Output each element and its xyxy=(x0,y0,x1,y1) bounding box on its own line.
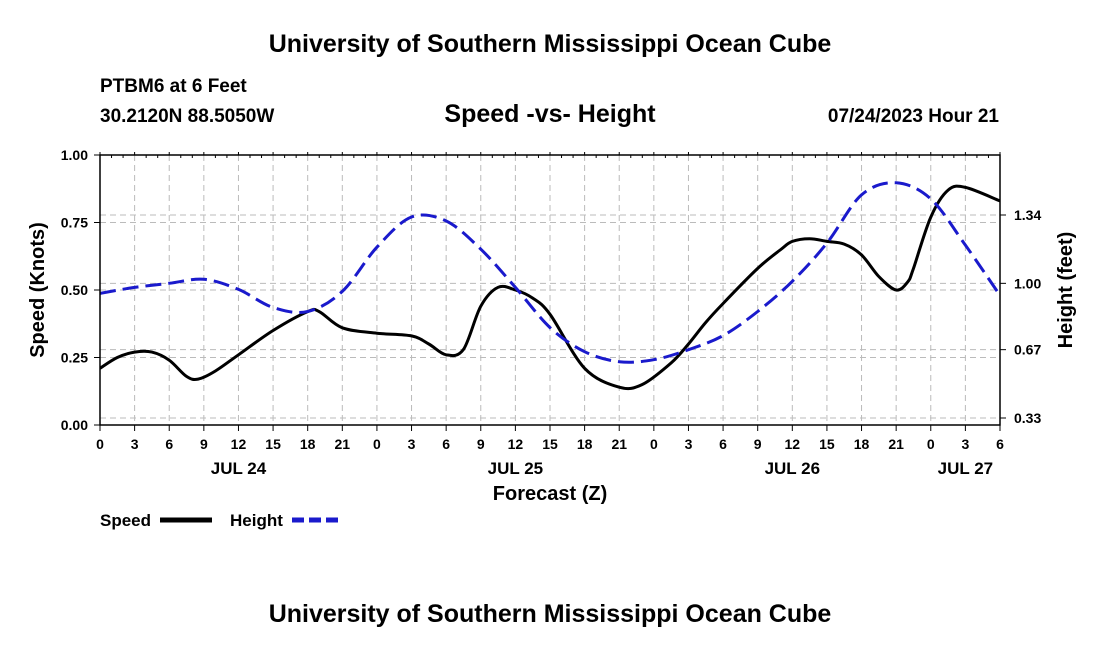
y2-tick-label: 1.00 xyxy=(1014,275,1041,291)
legend-speed-label: Speed xyxy=(100,511,151,530)
x-tick-label: 9 xyxy=(200,436,208,452)
y2-axis-label: Height (feet) xyxy=(1055,232,1077,349)
x-tick-label: 12 xyxy=(508,436,524,452)
x-tick-label: 15 xyxy=(265,436,281,452)
x-tick-label: 6 xyxy=(996,436,1004,452)
y-tick-label: 0.25 xyxy=(61,350,88,366)
x-tick-label: 18 xyxy=(300,436,316,452)
x-tick-label: 21 xyxy=(335,436,351,452)
x-tick-label: 3 xyxy=(961,436,969,452)
y-tick-label: 0.50 xyxy=(61,282,88,298)
x-tick-label: 0 xyxy=(650,436,658,452)
y-tick-label: 0.00 xyxy=(61,417,88,433)
y-tick-label: 0.75 xyxy=(61,215,88,231)
x-tick-label: 0 xyxy=(373,436,381,452)
grid xyxy=(100,155,1000,425)
series-layer xyxy=(100,181,1000,391)
chart-title-bottom: University of Southern Mississippi Ocean… xyxy=(268,600,832,628)
x-date-label: JUL 25 xyxy=(488,459,543,478)
legend-height-label: Height xyxy=(230,511,283,530)
y2-tick-label: 0.67 xyxy=(1014,342,1041,358)
x-tick-label: 15 xyxy=(542,436,558,452)
x-axis-label: Forecast (Z) xyxy=(493,483,607,505)
legend: Speed Height xyxy=(100,511,342,530)
forecast-date: 07/24/2023 Hour 21 xyxy=(827,106,999,127)
x-tick-label: 3 xyxy=(685,436,693,452)
x-tick-label: 18 xyxy=(577,436,593,452)
y-axis-label: Speed (Knots) xyxy=(27,222,49,358)
y2-tick-label: 0.33 xyxy=(1014,410,1041,426)
x-tick-label: 15 xyxy=(819,436,835,452)
y2-tick-label: 1.34 xyxy=(1014,207,1041,223)
x-tick-label: 21 xyxy=(888,436,904,452)
chart-subtitle: Speed -vs- Height xyxy=(444,100,656,128)
chart-title-top: University of Southern Mississippi Ocean… xyxy=(268,30,832,58)
station-coords: 30.2120N 88.5050W xyxy=(100,106,275,127)
x-tick-label: 21 xyxy=(611,436,627,452)
x-tick-label: 0 xyxy=(96,436,104,452)
x-date-label: JUL 26 xyxy=(765,459,820,478)
x-tick-label: 3 xyxy=(408,436,416,452)
x-tick-label: 9 xyxy=(477,436,485,452)
x-tick-label: 6 xyxy=(719,436,727,452)
x-tick-label: 18 xyxy=(854,436,870,452)
station-name: PTBM6 at 6 Feet xyxy=(100,76,247,97)
x-tick-label: 0 xyxy=(927,436,935,452)
x-tick-label: 3 xyxy=(131,436,139,452)
x-date-label: JUL 24 xyxy=(211,459,267,478)
height-series-line xyxy=(100,181,1000,364)
speed-series-line xyxy=(100,184,1000,391)
x-tick-label: 6 xyxy=(165,436,173,452)
x-tick-label: 9 xyxy=(754,436,762,452)
x-date-label: JUL 27 xyxy=(938,459,993,478)
x-tick-label: 12 xyxy=(785,436,801,452)
y-tick-label: 1.00 xyxy=(61,147,88,163)
x-tick-label: 6 xyxy=(442,436,450,452)
tick-layer: 0 3 6 9 12 15 18 21 0 3 6 9 12 15 18 21 0 3 6 9 12 15 18 21 0 3 6J… xyxy=(61,147,1042,478)
x-tick-label: 12 xyxy=(231,436,247,452)
